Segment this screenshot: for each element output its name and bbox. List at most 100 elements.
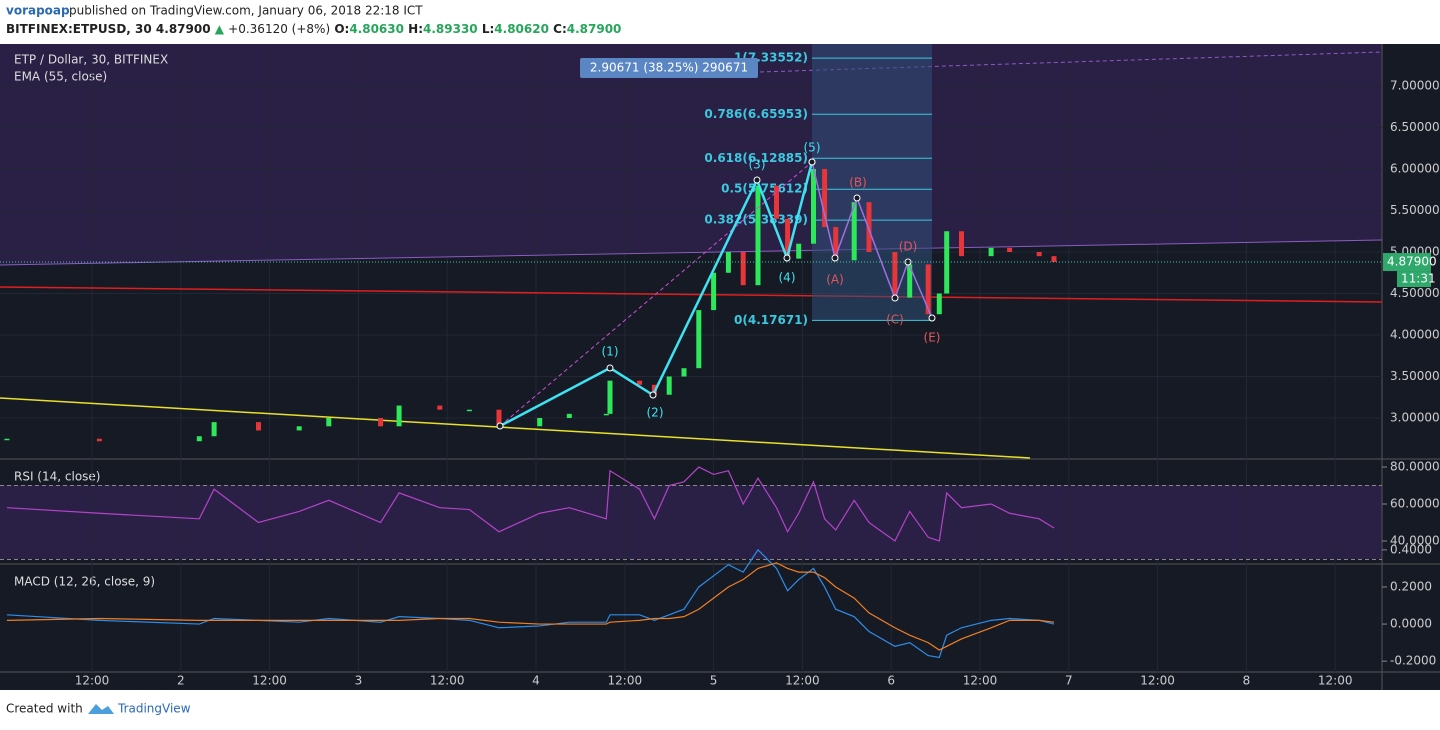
candle — [833, 227, 839, 261]
wave-point — [753, 176, 761, 184]
wave-label: (1) — [602, 345, 619, 359]
y-tick-label: 40.0000 — [1390, 533, 1440, 547]
y-tick-label: 3.50000 — [1390, 369, 1440, 383]
wave-label: (2) — [647, 406, 664, 420]
candle — [378, 417, 384, 427]
x-tick-label: 12:00 — [1140, 674, 1175, 688]
candle — [866, 202, 872, 252]
brand[interactable]: TradingView — [117, 702, 191, 716]
x-tick-label: 3 — [355, 674, 363, 688]
trend-line — [0, 397, 1031, 459]
current-label: 4.87900 — [1387, 255, 1437, 269]
x-tick-label: 12:00 — [75, 674, 110, 688]
candle — [96, 438, 102, 442]
candle — [936, 293, 942, 315]
arrow: ▲ — [215, 22, 225, 36]
y-tick-label: 6.50000 — [1390, 120, 1440, 134]
correction-label: (C) — [886, 313, 904, 327]
candle — [4, 438, 10, 441]
x-tick-label: 12:00 — [608, 674, 643, 688]
candle — [892, 251, 898, 298]
impulse-wave — [499, 161, 814, 428]
x-tick-label: 8 — [1243, 674, 1251, 688]
countdown: 11:31 — [1401, 272, 1436, 286]
candle — [696, 310, 702, 369]
candle — [607, 380, 613, 414]
candle — [196, 436, 202, 442]
trend-line — [0, 239, 1383, 266]
candle — [944, 231, 950, 294]
x-tick-label: 12:00 — [963, 674, 998, 688]
l-key: L: — [482, 22, 494, 36]
countdown-tag — [1397, 271, 1431, 288]
fib-label: 0(4.17671) — [734, 313, 808, 327]
macd-line — [6, 548, 1055, 659]
candle — [774, 185, 779, 219]
candle — [725, 251, 731, 273]
wave-point — [808, 158, 816, 166]
candle — [326, 417, 332, 427]
wave-point — [928, 314, 936, 322]
last: 4.87900 — [156, 22, 211, 36]
fib-label: 0.786(6.65953) — [704, 107, 808, 121]
wave-label: (3) — [749, 158, 766, 172]
correction-label: (D) — [899, 240, 918, 254]
x-tick-label: 4 — [532, 674, 540, 688]
candle — [755, 185, 761, 286]
x-tick-label: 5 — [710, 674, 718, 688]
logo — [88, 704, 114, 714]
y-tick-label: 0.0000 — [1390, 617, 1432, 631]
x-tick-label: 12:00 — [252, 674, 287, 688]
wave-label: (4) — [779, 271, 796, 285]
channel-shade — [0, 44, 1382, 265]
c-key: C: — [553, 22, 567, 36]
wave-point — [606, 364, 614, 372]
candle — [466, 409, 472, 412]
header-bg — [0, 0, 1440, 44]
candle — [822, 168, 828, 228]
candle — [666, 376, 672, 395]
candle — [437, 405, 443, 410]
y-tick-label: 4.00000 — [1390, 327, 1440, 341]
y-tick-label: 7.00000 — [1390, 78, 1440, 92]
signal-line — [6, 562, 1055, 651]
y-tick-label: 60.0000 — [1390, 497, 1440, 511]
trend-line — [759, 51, 1383, 73]
candle — [681, 368, 687, 377]
rsi-line — [6, 466, 1055, 542]
candle — [988, 247, 994, 257]
published: published on TradingView.com, January 06… — [69, 4, 423, 18]
measure-label: 2.90671 (38.25%) 290671 — [590, 61, 748, 75]
wave-point — [783, 254, 791, 262]
y-tick-label: 3.00000 — [1390, 410, 1440, 424]
y-tick-label: 4.50000 — [1390, 286, 1440, 300]
rsi-legend: RSI (14, close) — [14, 470, 100, 484]
wave-point — [831, 254, 839, 262]
trend-line — [0, 286, 1383, 303]
wave-label: (5) — [804, 141, 821, 155]
x-tick-label: 12:00 — [1318, 674, 1353, 688]
user: vorapoap — [6, 4, 70, 18]
wave-point — [649, 391, 657, 399]
fib-label: 0.618(6.12885) — [704, 151, 808, 165]
candle — [740, 251, 746, 286]
correction-label: (E) — [924, 331, 941, 345]
change: +0.36120 (+8%) — [228, 22, 330, 36]
candle — [296, 426, 302, 431]
candle — [1036, 251, 1042, 257]
correction-wave — [811, 161, 933, 319]
fib-label: 0.5(5.75612) — [721, 182, 808, 196]
h-key: H: — [408, 22, 423, 36]
candle — [811, 168, 816, 244]
candle — [211, 422, 217, 437]
y-tick-label: 80.0000 — [1390, 460, 1440, 474]
wave-point — [496, 422, 504, 430]
candle — [1051, 256, 1057, 262]
correction-label: (A) — [826, 273, 844, 287]
o: 4.80630 — [349, 22, 404, 36]
y-tick-label: 5.50000 — [1390, 203, 1440, 217]
created: Created with — [6, 702, 83, 716]
wave-point — [891, 294, 899, 302]
y-tick-label: 0.2000 — [1390, 579, 1432, 593]
